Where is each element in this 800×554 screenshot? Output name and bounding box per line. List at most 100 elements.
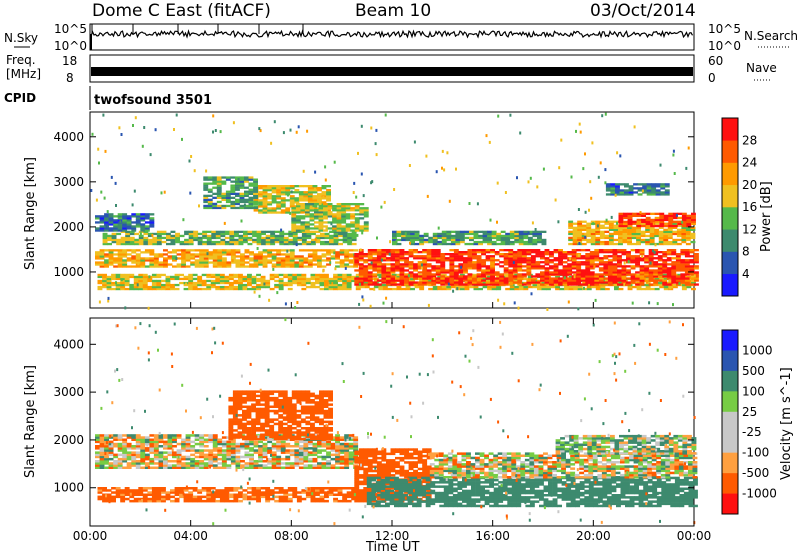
heatmap-cell (527, 180, 530, 184)
heatmap-cell (188, 493, 194, 496)
heatmap-cell (262, 201, 268, 204)
heatmap-cell (149, 460, 155, 463)
heatmap-cell (417, 251, 423, 254)
heatmap-cell (307, 205, 313, 208)
heatmap-cell (607, 273, 613, 276)
heatmap-cell (165, 275, 171, 279)
heatmap-cell (339, 251, 345, 254)
heatmap-cell (361, 295, 364, 299)
heatmap-cell (671, 251, 677, 254)
heatmap-cell (190, 263, 196, 266)
heatmap-cell (523, 234, 529, 238)
heatmap-cell (194, 263, 200, 266)
heatmap-cell (530, 249, 536, 252)
heatmap-cell (544, 269, 550, 272)
heatmap-cell (473, 273, 479, 277)
heatmap-cell (694, 275, 699, 278)
heatmap-cell (312, 263, 318, 266)
heatmap-cell (226, 447, 232, 450)
heatmap-cell (285, 259, 291, 262)
heatmap-cell (521, 269, 527, 272)
heatmap-cell (307, 265, 313, 268)
heatmap-cell (503, 277, 509, 280)
heatmap-cell (693, 274, 696, 278)
heatmap-cell (390, 281, 396, 284)
heatmap-cell (324, 242, 330, 246)
colorbar-swatch (722, 118, 738, 141)
heatmap-cell (202, 230, 208, 233)
heatmap-cell (599, 240, 605, 244)
heatmap-cell (179, 491, 184, 494)
heatmap-cell (399, 283, 405, 286)
heatmap-cell (288, 240, 294, 244)
heatmap-cell (320, 236, 325, 240)
heatmap-cell (650, 224, 656, 228)
heatmap-cell (135, 253, 141, 256)
heatmap-cell (197, 499, 203, 503)
heatmap-cell (276, 195, 282, 198)
heatmap-cell (655, 191, 661, 194)
heatmap-cell (258, 445, 263, 448)
heatmap-cell (646, 193, 652, 196)
heatmap-cell (221, 466, 227, 469)
heatmap-cell (653, 249, 659, 252)
heatmap-cell (585, 271, 591, 274)
heatmap-cell (626, 281, 631, 284)
heatmap-cell (346, 493, 352, 496)
heatmap-cell (354, 281, 360, 284)
heatmap-cell (280, 199, 286, 202)
heatmap-cell (526, 257, 532, 260)
heatmap-cell (544, 283, 550, 286)
heatmap-cell (142, 489, 148, 492)
heatmap-cell (459, 285, 465, 289)
heatmap-cell (399, 257, 405, 260)
heatmap-cell (546, 285, 551, 289)
heatmap-cell (106, 279, 112, 283)
heatmap-cell (345, 229, 351, 232)
heatmap-cell (628, 191, 634, 194)
heatmap-cell (247, 283, 252, 287)
heatmap-cell (660, 191, 666, 194)
heatmap-cell (201, 273, 207, 277)
heatmap-cell (95, 263, 100, 266)
heatmap-cell (363, 221, 369, 224)
heatmap-cell (117, 462, 123, 465)
heatmap-cell (269, 277, 275, 281)
heatmap-cell (321, 187, 327, 190)
heatmap-cell (253, 184, 258, 187)
heatmap-cell (292, 236, 298, 240)
heatmap-cell (194, 442, 200, 446)
heatmap-cell (604, 168, 607, 172)
heatmap-cell (306, 129, 309, 133)
heatmap-cell (395, 283, 400, 286)
heatmap-cell (122, 215, 128, 218)
heatmap-cell (612, 281, 618, 284)
heatmap-cell (262, 205, 268, 208)
heatmap-cell (514, 236, 520, 240)
heatmap-cell (500, 234, 506, 238)
heatmap-cell (503, 257, 509, 260)
heatmap-cell (108, 445, 114, 448)
heatmap-cell (327, 211, 333, 214)
heatmap-cell (208, 464, 214, 467)
heatmap-cell (179, 281, 184, 285)
heatmap-cell (256, 285, 261, 289)
heatmap-cell (617, 283, 622, 286)
heatmap-cell (432, 234, 438, 238)
heatmap-cell (458, 277, 464, 280)
heatmap-cell (135, 464, 141, 467)
heatmap-cell (274, 238, 280, 242)
heatmap-cell (253, 190, 258, 193)
heatmap-cell (262, 203, 268, 206)
heatmap-cell (581, 226, 587, 229)
heatmap-cell (238, 285, 243, 289)
heatmap-cell (153, 253, 159, 256)
heatmap-cell (126, 259, 132, 262)
heatmap-cell (296, 497, 302, 501)
heatmap-cell (276, 440, 282, 444)
heatmap-cell (278, 495, 284, 499)
heatmap-cell (654, 212, 660, 215)
heatmap-cell (523, 287, 529, 291)
heatmap-cell (417, 261, 423, 264)
heatmap-cell (509, 242, 515, 246)
